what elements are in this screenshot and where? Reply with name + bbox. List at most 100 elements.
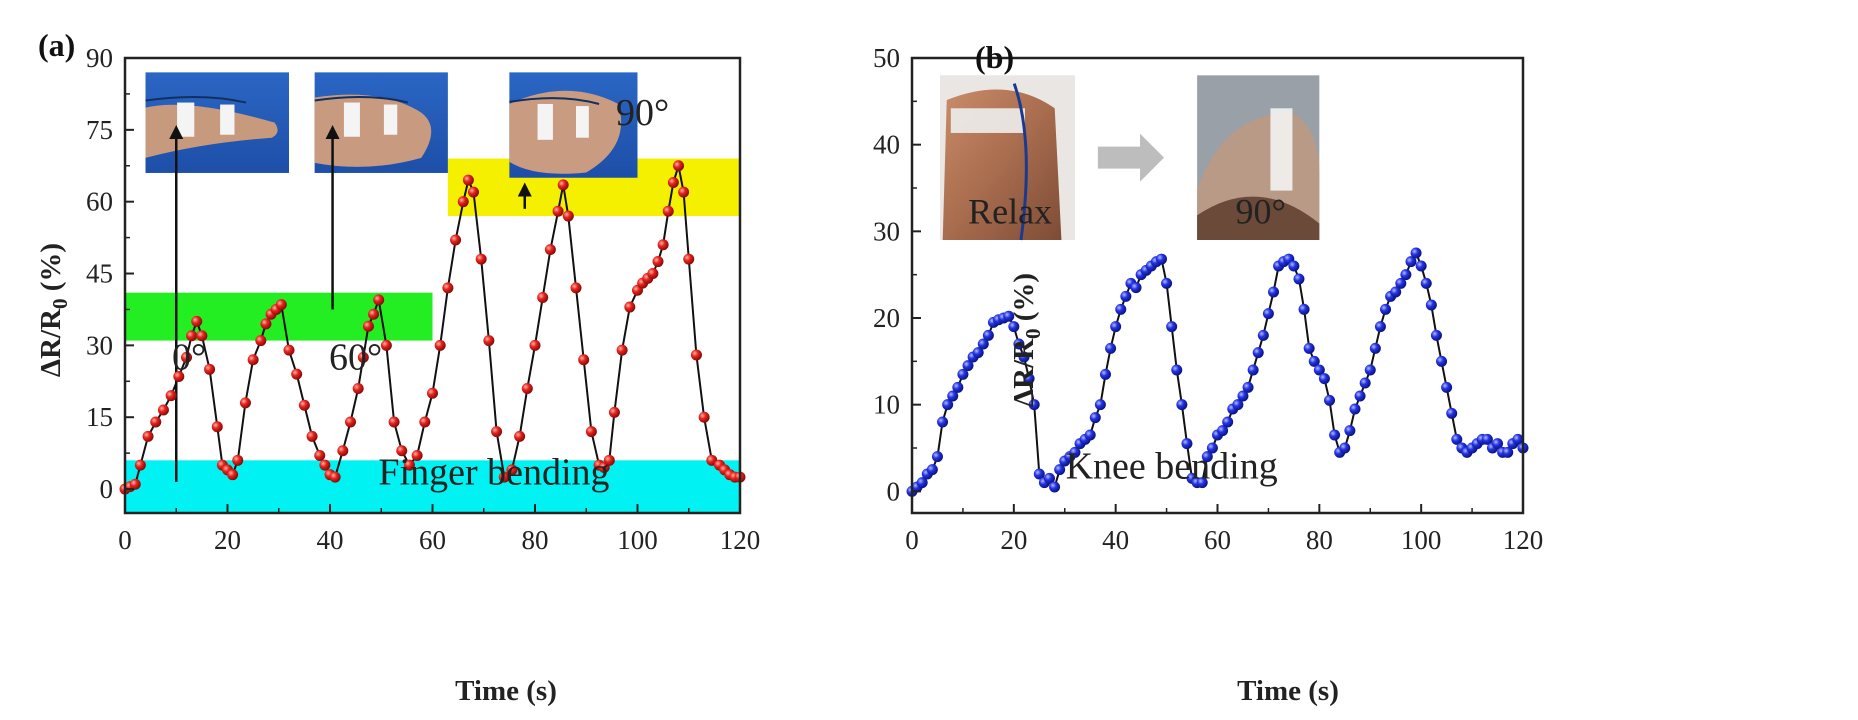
chart-b-data-point (1155, 253, 1167, 265)
chart-b-transition-arrow (1097, 133, 1165, 182)
chart-b-x-tick-label: 120 (1503, 525, 1544, 555)
chart-a-data-point (380, 339, 392, 351)
chart-a-data-point (239, 397, 251, 409)
chart-a-series (119, 160, 746, 495)
chart-b-data-point (1110, 321, 1122, 333)
chart-a-data-point (662, 205, 674, 217)
chart-a-arrow-2 (517, 182, 532, 209)
chart-b-data-point (957, 368, 969, 380)
chart-a-data-point (616, 344, 628, 356)
chart-a-data-point (427, 387, 438, 399)
chart-b-data-point (1023, 373, 1035, 385)
chart-a-insets (145, 72, 638, 178)
chart-b-x-tick-label: 40 (1102, 525, 1129, 555)
chart-a-data-point (352, 382, 364, 394)
chart-b-y-tick-label: 30 (873, 216, 900, 246)
chart-a-ticks: 0 20 40 60 80 100 120 0 15 30 45 60 75 90 (86, 43, 760, 555)
chart-a-annotation-2: 60° (329, 336, 382, 378)
chart-a-y-tick-label: 90 (86, 43, 113, 73)
chart-a-panel-label: (a) (38, 27, 75, 63)
chart-a-data-point (283, 344, 295, 356)
chart-b-data-point (1171, 364, 1183, 376)
chart-a-inset-photo-2 (509, 72, 638, 178)
chart-b-data-point (1451, 433, 1463, 445)
chart-a-data-point (483, 335, 495, 347)
chart-a-data-point (196, 330, 208, 342)
chart-b-data-point (1089, 412, 1101, 424)
chart-a-annotations: Finger bending 0° 60° 90° (172, 92, 669, 493)
chart-a-data-point (529, 339, 541, 351)
chart-b-data-point (982, 329, 994, 341)
chart-a-data-point (314, 450, 326, 462)
chart-b-data-point (1237, 390, 1249, 402)
chart-b-y-axis-title: ΔR/R0 (%) (1008, 273, 1045, 407)
chart-a-data-point (537, 291, 549, 303)
chart-b-data-point (1374, 321, 1386, 333)
chart-b-insets: Relax 90° (940, 75, 1320, 241)
chart-a-x-tick-label: 20 (214, 525, 241, 555)
chart-b-data-point (1441, 381, 1453, 393)
chart-b-data-point (1176, 399, 1188, 411)
chart-b-data-point (1502, 446, 1514, 458)
chart-a-data-point (521, 382, 533, 394)
chart-b-data-point (1232, 399, 1244, 411)
chart-b: Relax 90° 0 20 40 60 80 100 120 0 10 20 30 40 50 Knee… (873, 39, 1543, 707)
chart-b-data-point (1308, 355, 1320, 367)
chart-a-data-point (652, 256, 664, 268)
chart-b-data-point (1430, 329, 1442, 341)
chart-a-data-point (498, 471, 510, 483)
chart-a-data-point (247, 354, 259, 366)
chart-a-data-point (373, 294, 385, 306)
chart-b-data-point (926, 464, 938, 476)
chart-b-data-point (1415, 260, 1427, 272)
chart-a-data-point (396, 445, 408, 457)
chart-b-data-point (1425, 299, 1437, 311)
chart-a-data-point (562, 210, 574, 222)
chart-b-data-point (1329, 429, 1341, 441)
chart-a-data-point (181, 351, 192, 363)
chart-a-data-point (150, 416, 162, 428)
chart-a-data-point (204, 363, 216, 375)
chart-a-data-point (603, 454, 615, 466)
chart-b-data-point (1446, 407, 1458, 419)
chart-a-data-point (673, 160, 684, 172)
chart-a-data-point (624, 301, 636, 313)
chart-a-data-point (585, 426, 597, 438)
chart-b-data-point (1043, 472, 1055, 484)
chart-a-data-point (557, 179, 569, 191)
chart-b-data-point (1217, 425, 1229, 437)
chart-b-data-point (1018, 351, 1030, 363)
chart-a-x-tick-label: 0 (118, 525, 132, 555)
chart-b-data-point (1313, 364, 1325, 376)
chart-b-data-point (1181, 438, 1193, 450)
chart-a-data-point (570, 282, 582, 294)
chart-b-inset-caption-0: Relax (968, 192, 1052, 232)
chart-b-x-axis-title: Time (s) (1237, 675, 1339, 707)
chart-b-panel-label: (b) (975, 39, 1014, 75)
chart-b-data-point (952, 381, 964, 393)
chart-a-data-point (368, 308, 380, 320)
chart-b-data-point (1339, 442, 1351, 454)
chart-b-data-point (1359, 377, 1371, 389)
chart-a-data-point (319, 459, 331, 471)
chart-a-data-point (608, 406, 620, 418)
chart-b-x-tick-label: 100 (1401, 525, 1442, 555)
chart-a-data-point (357, 351, 369, 363)
chart-a-data-point (690, 349, 702, 361)
chart-b-data-point (1161, 277, 1173, 289)
chart-b-data-point (1201, 451, 1213, 463)
chart-b-data-point (1120, 290, 1132, 302)
chart-b-data-point (916, 477, 928, 489)
chart-b-data-point (937, 416, 949, 428)
chart-b-data-point (1115, 303, 1127, 315)
chart-b-data-point (1293, 273, 1305, 285)
chart-b-data-point (947, 390, 959, 402)
chart-b-data-point (1008, 321, 1020, 333)
chart-b-y-tick-label: 10 (873, 390, 900, 420)
chart-a-data-point (142, 430, 154, 442)
chart-b-data-point (1481, 433, 1493, 445)
chart-b-x-tick-label: 0 (905, 525, 919, 555)
chart-b-data-point (1369, 342, 1381, 354)
chart-b-data-point (1003, 310, 1015, 322)
